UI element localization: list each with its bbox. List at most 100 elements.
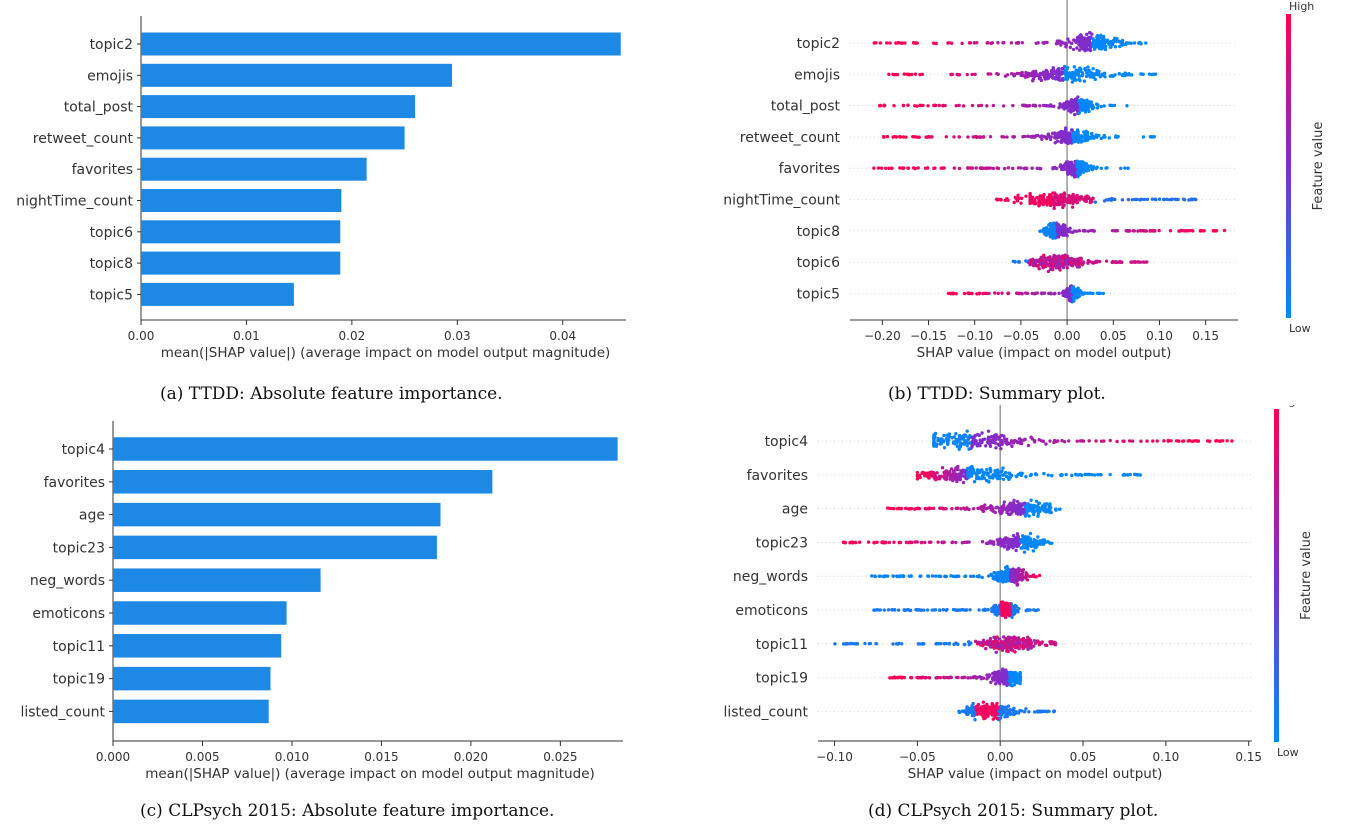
d-point	[954, 675, 959, 680]
b-point	[1062, 107, 1067, 111]
b-point	[1076, 71, 1080, 76]
d-point	[946, 442, 950, 447]
d-point	[1092, 473, 1097, 477]
d-point	[833, 642, 837, 646]
c-x-tick-label: 0.025	[543, 750, 577, 764]
d-point	[930, 608, 934, 612]
d-point	[975, 574, 979, 579]
d-point	[935, 471, 939, 475]
d-point	[1025, 573, 1029, 578]
d-point	[983, 503, 987, 507]
b-point	[1068, 45, 1073, 50]
b-point	[1065, 101, 1069, 105]
d-point	[1001, 504, 1005, 509]
b-point	[1060, 40, 1064, 45]
b-point	[1090, 260, 1094, 264]
d-point	[1010, 537, 1014, 541]
b-point	[1077, 172, 1081, 176]
b-point	[1041, 103, 1046, 108]
d-point	[925, 608, 930, 612]
a-bar-topic6	[141, 220, 341, 244]
d-point	[844, 642, 848, 646]
b-point	[1150, 197, 1155, 201]
d-point	[1037, 501, 1042, 505]
d-point	[948, 472, 953, 476]
d-point	[942, 433, 946, 438]
d-point	[1166, 438, 1170, 443]
b-point	[1105, 166, 1109, 170]
d-violin-favorites	[915, 464, 1142, 485]
b-point	[1074, 164, 1079, 169]
d-point	[1038, 710, 1042, 714]
d-point	[1016, 711, 1021, 715]
b-point	[1023, 291, 1028, 295]
c-x-tick-label: 0.010	[275, 750, 309, 764]
b-point	[1071, 164, 1075, 169]
d-point	[1038, 542, 1043, 546]
b-point	[1041, 202, 1046, 207]
d-point	[1012, 706, 1016, 711]
b-point	[1078, 74, 1082, 78]
d-violin-topic4	[932, 429, 1234, 451]
b-point	[1111, 39, 1116, 43]
d-point	[1042, 471, 1046, 476]
b-point	[988, 134, 993, 139]
d-point	[1032, 544, 1036, 549]
d-point	[1017, 672, 1021, 677]
b-point	[1052, 292, 1056, 296]
b-point	[1064, 45, 1068, 49]
d-point	[995, 674, 1000, 679]
a-bar-retweet_count	[141, 126, 405, 150]
d-point	[888, 676, 892, 680]
b-point	[1065, 230, 1069, 234]
b-point	[1060, 254, 1064, 259]
d-point	[924, 506, 928, 511]
b-violin-retweet_count	[881, 126, 1156, 145]
d-point	[986, 541, 990, 546]
b-point	[926, 104, 930, 108]
b-point	[1078, 44, 1083, 48]
caption-a: (a) TTDD: Absolute feature importance.	[160, 384, 503, 404]
b-point	[988, 166, 993, 170]
d-point	[915, 473, 920, 478]
a-category-label: topic6	[90, 225, 134, 241]
b-point	[1046, 132, 1051, 136]
d-point	[985, 468, 989, 472]
b-violin-topic6	[1011, 253, 1149, 274]
b-point	[996, 40, 1000, 45]
d-point	[1004, 643, 1008, 648]
d-point	[1002, 635, 1006, 639]
b-point	[1062, 291, 1066, 295]
b-point	[1051, 267, 1055, 272]
d-point	[1001, 613, 1005, 618]
d-point	[1003, 507, 1007, 511]
d-violin-topic19	[888, 667, 1022, 688]
d-point	[1019, 440, 1023, 445]
b-point	[970, 72, 974, 77]
d-point	[940, 466, 945, 470]
d-point	[998, 511, 1003, 515]
d-point	[1007, 541, 1012, 545]
b-point	[1124, 72, 1128, 77]
b-x-axis-label: SHAP value (impact on model output)	[917, 345, 1172, 361]
b-x-tick-label: −0.10	[956, 329, 993, 343]
b-point	[1099, 166, 1104, 171]
chart-d-summary-plot: topic4favoritesagetopic23neg_wordsemotic…	[723, 405, 1314, 782]
b-point	[1005, 73, 1010, 77]
b-feature-label: retweet_count	[740, 130, 841, 146]
b-point	[1073, 168, 1077, 173]
b-point	[1001, 41, 1005, 45]
b-point	[1052, 104, 1056, 109]
b-point	[887, 72, 891, 76]
d-point	[987, 480, 991, 484]
d-point	[1025, 504, 1029, 508]
d-point	[985, 472, 989, 477]
d-point	[896, 608, 901, 612]
b-point	[1056, 231, 1060, 235]
d-point	[1075, 473, 1079, 477]
d-point	[1008, 612, 1012, 617]
b-point	[1092, 105, 1096, 110]
d-point	[923, 473, 927, 478]
b-point	[1077, 229, 1082, 233]
b-point	[990, 41, 995, 45]
